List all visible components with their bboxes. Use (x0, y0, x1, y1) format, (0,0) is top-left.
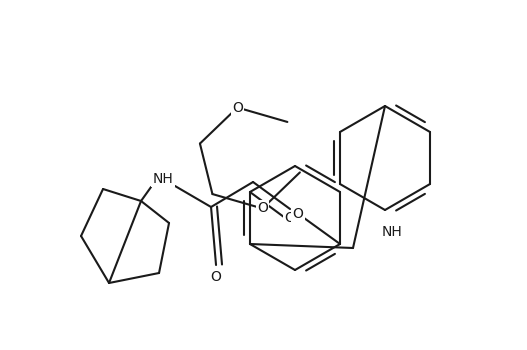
Text: O: O (257, 202, 268, 216)
Text: O: O (285, 211, 296, 225)
Text: O: O (292, 207, 304, 221)
Text: NH: NH (153, 172, 173, 186)
Text: O: O (211, 270, 221, 284)
Text: O: O (232, 100, 243, 114)
Text: NH: NH (382, 225, 403, 239)
